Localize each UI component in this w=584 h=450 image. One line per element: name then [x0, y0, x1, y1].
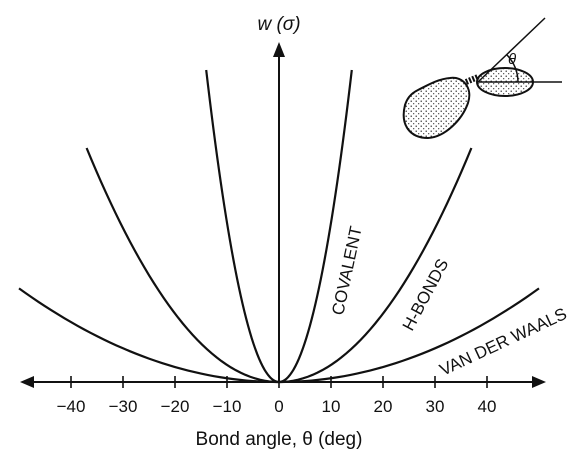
- van-der-waals-label: VAN DER WAALS: [437, 304, 570, 380]
- x-tick-label: −30: [109, 397, 138, 416]
- molecule-left: [402, 76, 471, 140]
- x-tick-label: −20: [161, 397, 190, 416]
- x-axis-arrow-right: [532, 376, 546, 388]
- x-axis-title: Bond angle, θ (deg): [196, 429, 363, 450]
- covalent-label: COVALENT: [328, 224, 365, 316]
- x-tick-label: 0: [274, 397, 283, 416]
- van-der-waals-curve: [18, 287, 540, 384]
- theta-label: θ: [508, 51, 516, 68]
- x-tick-label: −10: [213, 397, 242, 416]
- x-tick-label: 40: [478, 397, 497, 416]
- h-bonds-label: H-BONDS: [399, 256, 453, 334]
- x-tick-label: 30: [426, 397, 445, 416]
- x-ticks: −40 −30 −20 −10 0 10 20 30 40: [57, 376, 497, 416]
- x-tick-label: −40: [57, 397, 86, 416]
- x-axis-arrow-left: [20, 376, 34, 388]
- y-axis-arrow: [273, 42, 285, 57]
- deflected-line: [477, 17, 546, 83]
- angle-arc: [506, 54, 519, 83]
- curves: [18, 69, 540, 384]
- x-tick-label: 20: [374, 397, 393, 416]
- bond-angle-inset: θ: [402, 17, 562, 140]
- y-axis-title: w (σ): [257, 14, 300, 35]
- bond-link: [464, 74, 480, 85]
- x-tick-label: 10: [322, 397, 341, 416]
